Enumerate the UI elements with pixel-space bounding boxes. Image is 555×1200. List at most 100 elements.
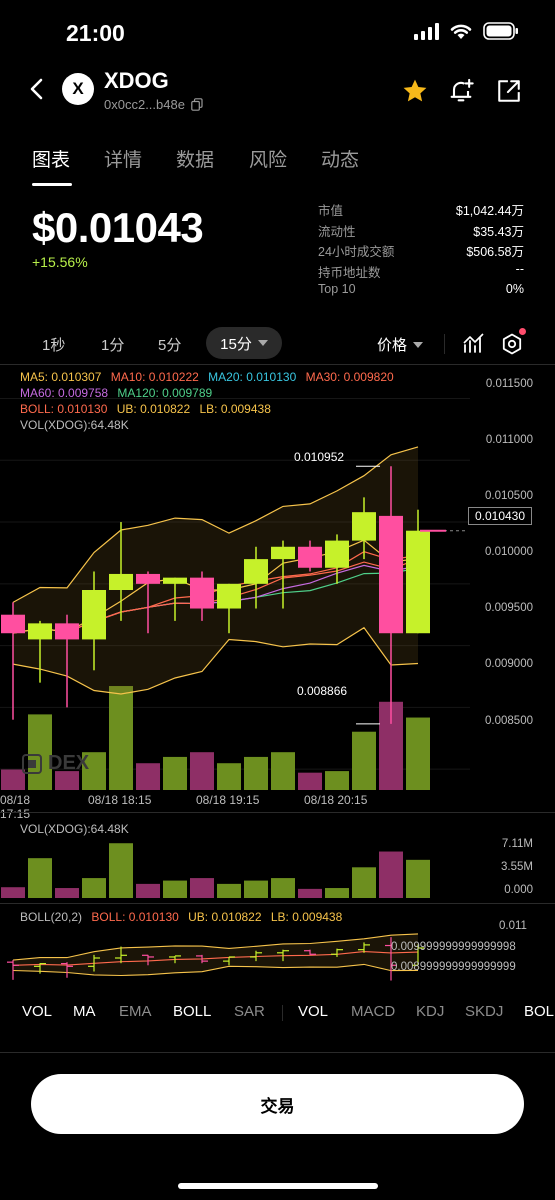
add-alert-bell-icon[interactable] bbox=[446, 76, 476, 106]
boll-mid-line bbox=[12, 551, 419, 634]
indicator-chart-icon[interactable] bbox=[463, 333, 485, 353]
legend-lb: LB: 0.009438 bbox=[199, 402, 271, 416]
watermark-text: DEX bbox=[48, 752, 90, 774]
vol-axis-label: 3.55M bbox=[501, 861, 533, 873]
indicator-sub-vol[interactable]: VOL bbox=[298, 1003, 329, 1020]
favorite-star-icon[interactable] bbox=[400, 76, 430, 106]
boll-upper-line bbox=[12, 933, 419, 961]
ma-legend-row1: MA5: 0.010307 MA10: 0.010222 MA20: 0.010… bbox=[20, 370, 400, 384]
interval-15m-dropdown[interactable]: 15分 bbox=[206, 327, 282, 359]
dex-watermark: DEX bbox=[22, 752, 89, 775]
indicator-divider bbox=[282, 1005, 283, 1021]
ma-legend-row2: MA60: 0.009758 MA120: 0.009789 bbox=[20, 386, 218, 400]
boll-band-area bbox=[13, 933, 418, 976]
time-axis-label: 08/18 20:15 bbox=[304, 793, 368, 807]
indicator-macd[interactable]: MACD bbox=[351, 1003, 396, 1020]
time-axis-label: 08/18 18:15 bbox=[88, 793, 152, 807]
indicator-bar: VOL MA EMA BOLL SAR VOL MACD KDJ SKDJ BO… bbox=[0, 995, 555, 1031]
indicator-ema[interactable]: EMA bbox=[119, 1003, 152, 1020]
copy-icon[interactable] bbox=[191, 98, 203, 111]
battery-icon bbox=[483, 22, 518, 40]
boll-axis-label: 0.009999999999999998 bbox=[391, 941, 516, 953]
boll-panel-ub: UB: 0.010822 bbox=[188, 910, 262, 924]
volume-bar bbox=[109, 686, 133, 790]
volume-bar bbox=[406, 717, 430, 790]
volume-bar bbox=[325, 771, 349, 790]
stat-value: $1,042.44万 bbox=[455, 204, 524, 218]
candle-body bbox=[325, 540, 349, 568]
price-axis-label: 0.010000 bbox=[485, 546, 533, 558]
volume-bar bbox=[190, 752, 214, 790]
interval-divider bbox=[444, 334, 445, 354]
indicator-kdj[interactable]: KDJ bbox=[416, 1003, 445, 1020]
boll-chart bbox=[7, 933, 424, 981]
candle-body bbox=[190, 577, 214, 609]
volume-bar bbox=[298, 772, 322, 790]
caret-down-icon bbox=[413, 341, 424, 348]
volume-bar bbox=[109, 843, 133, 898]
token-header: X XDOG 0x0cc2...b48e bbox=[0, 62, 555, 120]
token-address: 0x0cc2...b48e bbox=[104, 97, 185, 112]
volume-bar bbox=[406, 859, 430, 898]
price-axis-label: 0.008500 bbox=[485, 715, 533, 727]
vol-panel-divider bbox=[0, 903, 555, 904]
price-mode-dropdown[interactable]: 价格 bbox=[377, 334, 424, 355]
share-external-icon[interactable] bbox=[494, 76, 524, 106]
indicator-skdj[interactable]: SKDJ bbox=[465, 1003, 504, 1020]
dex-logo-icon bbox=[22, 753, 42, 774]
token-logo: X bbox=[62, 73, 94, 105]
tab-data[interactable]: 数据 bbox=[176, 150, 215, 171]
token-address-row: 0x0cc2...b48e bbox=[104, 97, 203, 112]
bottom-divider bbox=[0, 1052, 555, 1053]
volume-bar bbox=[55, 888, 79, 898]
tab-activity[interactable]: 动态 bbox=[321, 150, 360, 171]
back-arrow-icon[interactable] bbox=[26, 76, 48, 102]
active-tab-underline bbox=[32, 183, 72, 186]
boll-mid-line bbox=[12, 951, 419, 966]
volume-bar bbox=[1, 887, 25, 898]
volume-bar bbox=[271, 878, 295, 898]
ma5-line bbox=[12, 539, 419, 634]
interval-5m[interactable]: 5分 bbox=[158, 337, 182, 354]
interval-bar: 1秒 1分 5分 15分 价格 bbox=[0, 324, 555, 364]
tab-details[interactable]: 详情 bbox=[104, 150, 143, 171]
volume-bar bbox=[244, 880, 268, 898]
volume-bar bbox=[136, 883, 160, 898]
token-logo-glyph: X bbox=[72, 79, 84, 98]
interval-active-label: 15分 bbox=[220, 335, 252, 353]
stat-label: 市值 bbox=[318, 204, 344, 218]
indicator-boll[interactable]: BOLL bbox=[173, 1003, 212, 1020]
volume-bar bbox=[82, 752, 106, 790]
interval-1s[interactable]: 1秒 bbox=[42, 337, 66, 354]
legend-ma60: MA60: 0.009758 bbox=[20, 386, 109, 400]
indicator-ma[interactable]: MA bbox=[73, 1003, 96, 1020]
indicator-vol[interactable]: VOL bbox=[22, 1003, 53, 1020]
boll-lower-line bbox=[12, 963, 419, 977]
candle-body bbox=[217, 583, 241, 609]
status-time: 21:00 bbox=[66, 20, 125, 46]
token-stats: 市值 $1,042.44万 流动性 $35.43万 24小时成交额 $506.58万 … bbox=[318, 200, 524, 303]
tab-risk[interactable]: 风险 bbox=[249, 150, 288, 171]
token-tabs: 图表 详情 数据 风险 动态 bbox=[0, 140, 555, 190]
price-axis-label: 0.010500 bbox=[485, 490, 533, 502]
volume-bar bbox=[82, 878, 106, 898]
vol-panel-title: VOL(XDOG):64.48K bbox=[20, 822, 129, 836]
indicator-sub-boll[interactable]: BOLL bbox=[524, 1003, 555, 1020]
trade-button[interactable]: 交易 bbox=[31, 1074, 524, 1134]
volume-bar bbox=[244, 756, 268, 790]
tab-chart[interactable]: 图表 bbox=[32, 150, 71, 171]
stat-value: -- bbox=[515, 261, 524, 276]
candlestick-chart[interactable] bbox=[0, 366, 555, 806]
candle-body bbox=[1, 614, 25, 634]
indicator-sar[interactable]: SAR bbox=[234, 1003, 265, 1020]
stat-market-cap: 市值 $1,042.44万 bbox=[318, 200, 524, 221]
volume-bar bbox=[136, 763, 160, 790]
stat-liquidity: 流动性 $35.43万 bbox=[318, 221, 524, 242]
stat-label: 流动性 bbox=[318, 224, 356, 239]
volume-bar bbox=[163, 880, 187, 898]
chart-settings-gear-icon[interactable] bbox=[501, 333, 523, 355]
stat-24h-volume: 24小时成交额 $506.58万 bbox=[318, 241, 524, 262]
interval-1m[interactable]: 1分 bbox=[101, 337, 125, 354]
volume-bar bbox=[217, 883, 241, 898]
boll-upper-line bbox=[12, 446, 419, 603]
